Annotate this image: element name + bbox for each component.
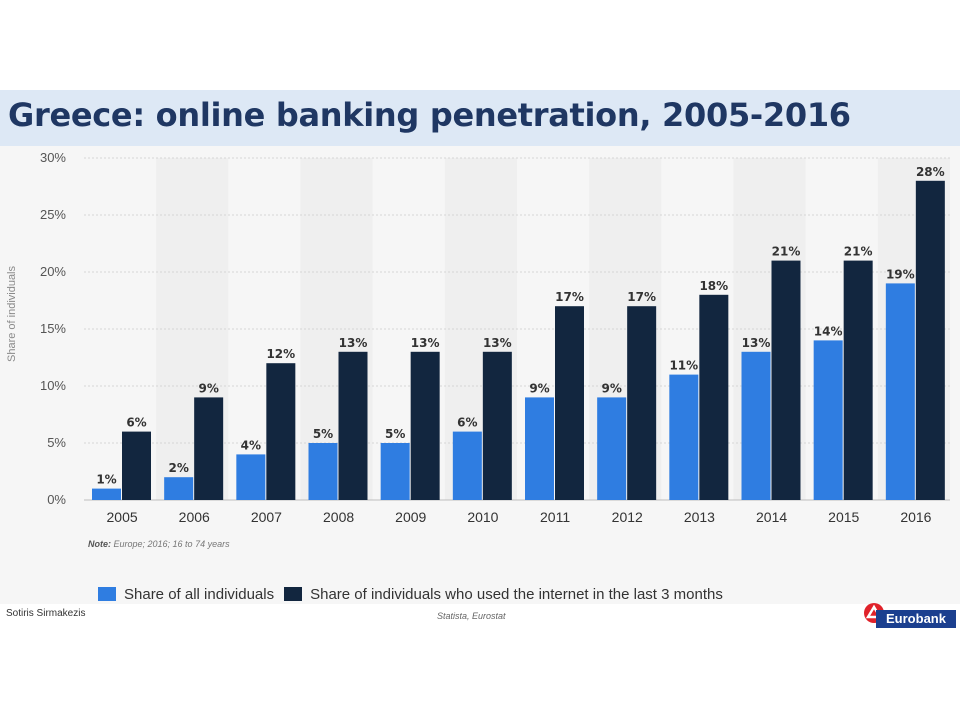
bar	[699, 294, 729, 500]
data-label: 9%	[601, 381, 621, 395]
data-label: 9%	[198, 381, 218, 395]
bar	[597, 397, 627, 500]
bar	[482, 351, 512, 500]
data-label: 12%	[266, 347, 295, 361]
bar	[843, 260, 873, 500]
title-band	[0, 90, 960, 146]
bar	[771, 260, 801, 500]
logo-text: Eurobank	[876, 610, 956, 628]
data-label: 18%	[699, 279, 728, 293]
x-tick-label: 2007	[251, 509, 282, 525]
data-label: 14%	[814, 324, 843, 338]
note-label: Note:	[88, 539, 111, 549]
x-tick-label: 2005	[107, 509, 138, 525]
y-tick-label: 10%	[40, 378, 66, 393]
data-label: 13%	[411, 336, 440, 350]
y-tick-label: 0%	[47, 492, 66, 507]
bar	[122, 431, 151, 500]
legend-label-1: Share of all individuals	[124, 585, 275, 603]
x-tick-label: 2008	[323, 509, 354, 525]
y-tick-label: 5%	[47, 435, 66, 450]
bar	[194, 397, 224, 500]
y-tick-label: 25%	[40, 207, 66, 222]
legend-swatch-navy	[284, 587, 303, 601]
x-tick-label: 2012	[612, 509, 643, 525]
data-label: 13%	[483, 336, 512, 350]
data-label: 28%	[916, 165, 945, 179]
y-tick-label: 20%	[40, 264, 66, 279]
data-label: 21%	[844, 245, 873, 259]
x-tick-label: 2006	[179, 509, 210, 525]
bar	[452, 431, 482, 500]
page-title: Greece: online banking penetration, 2005…	[8, 96, 851, 134]
source-text: Statista, Eurostat	[437, 611, 506, 621]
x-tick-label: 2011	[540, 509, 570, 525]
bar	[669, 374, 699, 500]
bar	[308, 443, 338, 500]
bar	[885, 283, 915, 500]
bar	[92, 488, 121, 500]
author-name: Sotiris Sirmakezis	[6, 608, 86, 619]
bar	[380, 443, 410, 500]
bar	[410, 351, 440, 500]
bar	[627, 306, 657, 500]
data-label: 5%	[385, 427, 405, 441]
data-label: 13%	[742, 336, 771, 350]
note-text: Europe; 2016; 16 to 74 years	[111, 539, 230, 549]
bar	[525, 397, 554, 500]
bar	[741, 351, 771, 500]
data-label: 6%	[126, 416, 146, 430]
data-label: 1%	[96, 473, 116, 487]
y-tick-label: 15%	[40, 321, 66, 336]
data-label: 21%	[772, 245, 801, 259]
x-tick-label: 2016	[900, 509, 931, 525]
data-label: 17%	[555, 290, 584, 304]
bar	[236, 454, 266, 500]
eurobank-logo: Eurobank	[862, 602, 956, 628]
y-axis-label: Share of individuals	[6, 265, 18, 362]
data-label: 13%	[339, 336, 368, 350]
bar	[266, 363, 296, 500]
legend-swatch-blue	[98, 587, 116, 601]
chart-legend: Share of all individuals Share of indivi…	[98, 584, 733, 604]
bar	[915, 180, 945, 501]
bar	[338, 351, 368, 500]
data-label: 11%	[669, 359, 698, 373]
legend-item-all-individuals[interactable]: Share of all individuals	[98, 586, 274, 603]
bar	[164, 477, 194, 500]
data-label: 6%	[457, 416, 477, 430]
x-tick-label: 2013	[684, 509, 715, 525]
legend-label-2: Share of individuals who used the intern…	[310, 585, 723, 603]
x-tick-label: 2010	[467, 509, 498, 525]
data-label: 4%	[241, 438, 261, 452]
data-label: 5%	[313, 427, 333, 441]
data-label: 2%	[168, 461, 188, 475]
bar	[813, 340, 843, 500]
x-tick-label: 2015	[828, 509, 859, 525]
data-label: 19%	[886, 267, 915, 281]
y-tick-label: 30%	[40, 150, 66, 165]
bar	[555, 306, 584, 500]
data-label: 9%	[529, 381, 549, 395]
chart-note: Note: Europe; 2016; 16 to 74 years	[88, 539, 230, 549]
x-tick-label: 2009	[395, 509, 426, 525]
x-tick-label: 2014	[756, 509, 787, 525]
legend-item-internet-users[interactable]: Share of individuals who used the intern…	[284, 586, 723, 603]
data-label: 17%	[627, 290, 656, 304]
